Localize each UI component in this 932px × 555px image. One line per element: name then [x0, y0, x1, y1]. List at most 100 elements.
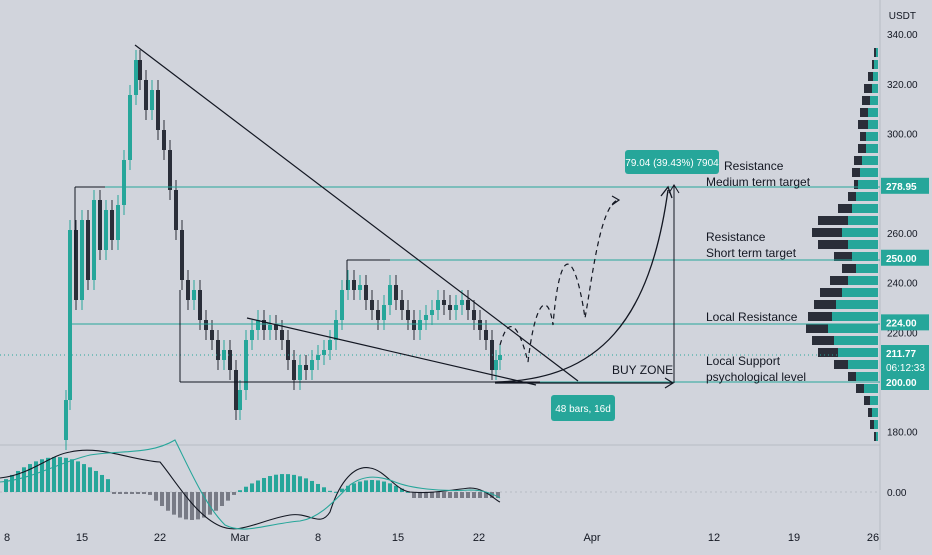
measure-date-label[interactable]: 48 bars, 16d: [551, 395, 615, 421]
macd-histogram-bar: [376, 480, 380, 492]
volume-bar-up: [856, 264, 878, 273]
volume-bar-down: [842, 264, 856, 273]
candle-body: [174, 190, 178, 230]
candle-body: [128, 95, 132, 160]
macd-histogram-bar: [130, 492, 134, 494]
candle-body: [316, 355, 320, 360]
x-tick-label: 26: [867, 532, 879, 544]
candle-body: [484, 330, 488, 340]
macd-histogram-bar: [346, 485, 350, 492]
macd-histogram-bar: [136, 492, 140, 494]
price-label-value: 211.77: [886, 349, 916, 360]
measure-price-label[interactable]: 79.04 (39.43%) 7904: [625, 150, 719, 174]
price-label-local-support[interactable]: 200.00: [881, 374, 929, 390]
macd-zero-label: 0.00: [887, 488, 907, 499]
price-labels: 278.95 250.00 224.00 211.77 06:12:33 200.00: [881, 177, 929, 390]
candle-body: [436, 300, 440, 310]
macd-histogram-bar: [202, 492, 206, 518]
candle-body: [358, 285, 362, 290]
price-label-current-price[interactable]: 211.77 06:12:33: [881, 345, 929, 375]
volume-bar-up: [838, 348, 878, 357]
x-tick-label: 19: [788, 532, 800, 544]
drawings: [74, 44, 680, 389]
volume-bar-up: [866, 132, 878, 141]
candle-body: [376, 310, 380, 320]
volume-profile: [806, 48, 878, 441]
x-tick-label: 22: [473, 532, 485, 544]
y-tick-label: 260.00: [887, 229, 918, 240]
macd-histogram-bar: [328, 490, 332, 492]
volume-bar-down: [864, 396, 870, 405]
axis-unit-label: USDT: [889, 11, 916, 22]
wedge-lower-trendline[interactable]: [246, 317, 537, 386]
volume-bar-down: [862, 96, 870, 105]
candle-body: [210, 330, 214, 340]
macd-histogram-bar: [340, 488, 344, 492]
macd-histogram-bar: [322, 487, 326, 492]
macd-histogram-bar: [286, 474, 290, 492]
y-tick-label: 240.00: [887, 279, 918, 290]
macd-histogram-bar: [262, 477, 266, 492]
candle-body: [364, 285, 368, 300]
macd-histogram-bar: [106, 479, 110, 492]
macd-histogram-bar: [184, 492, 188, 520]
candle-body: [442, 300, 446, 305]
volume-bar-up: [870, 96, 878, 105]
x-tick-label: 22: [154, 532, 166, 544]
volume-bar-up: [864, 384, 878, 393]
annotation-local-resistance: Local Resistance: [706, 310, 798, 324]
annotations: Resistance Medium term target Resistance…: [612, 159, 811, 384]
volume-bar-up: [868, 108, 878, 117]
macd-histogram-bar: [214, 492, 218, 511]
candle-body: [340, 290, 344, 320]
volume-bar-down: [838, 204, 852, 213]
macd-histogram-bar: [148, 492, 152, 495]
price-label-resistance-short[interactable]: 250.00: [881, 249, 929, 266]
macd-histogram-bar: [364, 480, 368, 492]
macd-histogram-bar: [406, 491, 410, 493]
macd-histogram-bar: [388, 483, 392, 492]
projection-curve[interactable]: [494, 189, 669, 383]
candle-body: [244, 340, 248, 390]
candle-body: [134, 60, 138, 95]
candle-body: [498, 355, 502, 360]
macd-line: [0, 449, 501, 530]
volume-bar-down: [864, 84, 872, 93]
macd-histogram-bar: [370, 480, 374, 492]
price-label-bg: [881, 177, 929, 194]
price-label-resistance-medium[interactable]: 278.95: [881, 177, 929, 194]
macd-histogram-bar: [118, 492, 122, 494]
macd-histogram-bar: [418, 492, 422, 498]
candle-body: [110, 210, 114, 240]
x-tick-label: 12: [708, 532, 720, 544]
macd-histogram-bar: [160, 492, 164, 506]
macd-histogram-bar: [298, 476, 302, 492]
macd-histogram-bar: [454, 492, 458, 498]
volume-bar-up: [856, 372, 878, 381]
macd-histogram-bar: [34, 461, 38, 492]
annotation-local-support-line1: Local Support: [706, 354, 781, 368]
price-label-countdown: 06:12:33: [886, 363, 925, 374]
macd-histogram-bar: [4, 479, 8, 492]
candle-body: [256, 320, 260, 330]
macd-histogram-bar: [166, 492, 170, 511]
candle-body: [298, 365, 302, 380]
candle-body: [406, 310, 410, 320]
candle-body: [274, 325, 278, 330]
volume-bar-up: [874, 60, 878, 69]
projected-path-dashed[interactable]: [499, 199, 619, 363]
macd-histogram-bar: [76, 461, 80, 492]
price-label-value: 224.00: [886, 318, 917, 329]
macd-histogram-bar: [208, 492, 212, 515]
candle-body: [156, 90, 160, 130]
macd-histogram-bar: [232, 492, 236, 495]
macd-histogram-bar: [28, 464, 32, 492]
macd-histogram-bar: [22, 467, 26, 492]
descending-trendline[interactable]: [134, 44, 579, 382]
candle-body: [150, 90, 154, 110]
x-tick-label: 8: [4, 532, 10, 544]
price-label-local-resistance[interactable]: 224.00: [881, 314, 929, 331]
candle-body: [370, 300, 374, 310]
volume-bar-up: [848, 240, 878, 249]
price-label-value: 278.95: [886, 182, 917, 193]
